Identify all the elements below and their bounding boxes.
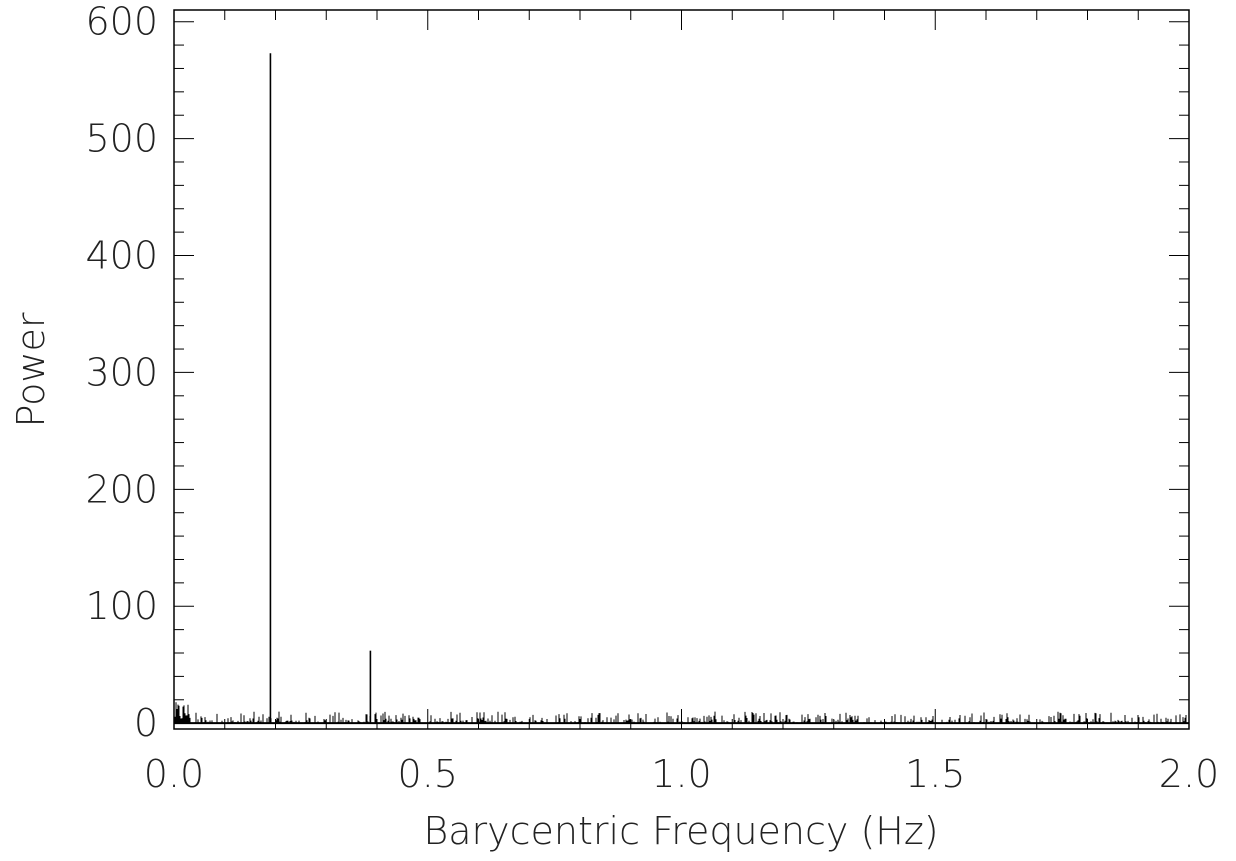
- x-tick-label: 1.0: [651, 752, 711, 796]
- y-tick-label: 300: [85, 350, 158, 394]
- axis-ticks: [173, 10, 1190, 729]
- y-tick-label: 400: [85, 234, 158, 278]
- x-tick-label: 0.0: [144, 752, 204, 796]
- y-tick-label: 200: [85, 467, 158, 511]
- y-tick-label: 0: [134, 701, 158, 745]
- y-tick-labels: 0 100 200 300 400 500 600: [85, 0, 158, 745]
- y-tick-label: 100: [85, 584, 158, 628]
- x-tick-label: 0.5: [398, 752, 458, 796]
- x-tick-label: 2.0: [1159, 752, 1219, 796]
- peak-series: [269, 53, 372, 724]
- y-tick-label: 500: [85, 117, 158, 161]
- x-tick-label: 1.5: [905, 752, 965, 796]
- y-tick-label: 600: [85, 0, 158, 44]
- y-axis-title: Power: [9, 312, 53, 427]
- plot-frame: [173, 9, 1190, 730]
- x-axis-title: Barycentric Frequency (Hz): [423, 809, 938, 853]
- x-tick-labels: 0.0 0.5 1.0 1.5 2.0: [144, 752, 1219, 796]
